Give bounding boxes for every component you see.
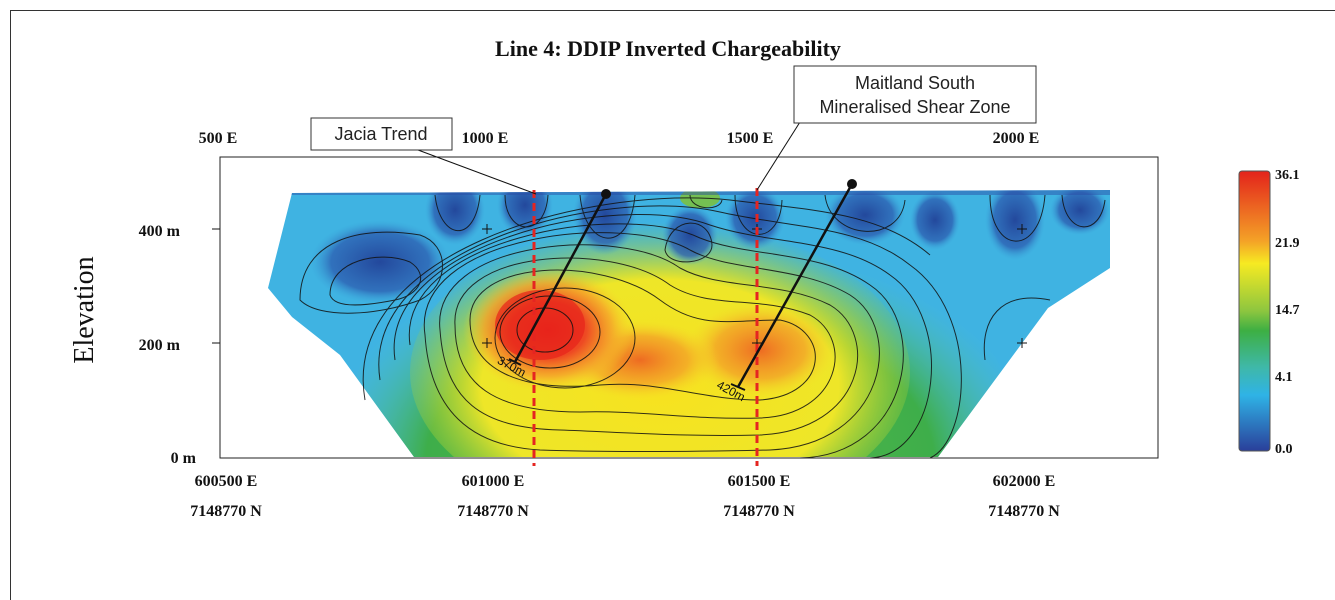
x-top-tick: 1500 E — [727, 130, 774, 147]
y-ticks: 400 m 200 m 0 m — [139, 223, 220, 467]
x-bottom-tick-e: 602000 E — [993, 473, 1056, 490]
chart-title: Line 4: DDIP Inverted Chargeability — [495, 36, 841, 61]
x-top-tick: 2000 E — [993, 130, 1040, 147]
x-bottom-tick-n: 7148770 N — [988, 503, 1060, 520]
colorbar-label: 0.0 — [1275, 442, 1293, 457]
figure-frame — [10, 10, 1335, 600]
colorbar-gradient — [1238, 170, 1271, 452]
plot-frame — [219, 156, 1159, 459]
x-bottom-tick-n: 7148770 N — [190, 503, 262, 520]
x-top-ticks: 500 E 1000 E 1500 E 2000 E — [199, 130, 1040, 147]
chargeability-heatmap — [268, 190, 1110, 457]
x-bottom-tick-e: 600500 E — [195, 473, 258, 490]
x-bottom-tick-e: 601500 E — [728, 473, 791, 490]
contour-lines — [299, 194, 1106, 459]
jacia-trend-callout: Jacia Trend — [310, 117, 453, 151]
x-bottom-tick-e: 601000 E — [462, 473, 525, 490]
jacia-trend-label: Jacia Trend — [334, 124, 427, 144]
y-tick: 400 m — [139, 223, 181, 240]
y-tick: 200 m — [139, 337, 181, 354]
y-tick: 0 m — [171, 450, 197, 467]
colorbar-label: 14.7 — [1275, 303, 1300, 318]
x-top-tick: 500 E — [199, 130, 238, 147]
x-top-tick: 1000 E — [462, 130, 509, 147]
x-bottom-tick-n: 7148770 N — [457, 503, 529, 520]
colorbar-label: 4.1 — [1275, 370, 1293, 385]
shear-zone-leader — [756, 121, 801, 191]
shear-zone-label-line1: Maitland South — [855, 73, 975, 93]
shear-zone-callout: Maitland South Mineralised Shear Zone — [793, 65, 1037, 124]
x-bottom-tick-n: 7148770 N — [723, 503, 795, 520]
colorbar-label: 36.1 — [1275, 168, 1300, 183]
colorbar: 36.1 21.9 14.7 4.1 0.0 — [1238, 168, 1300, 457]
colorbar-label: 21.9 — [1275, 236, 1300, 251]
shear-zone-label-line2: Mineralised Shear Zone — [819, 97, 1010, 117]
y-axis-label: Elevation — [69, 256, 100, 363]
x-bottom-ticks: 600500 E 7148770 N 601000 E 7148770 N 60… — [190, 473, 1060, 520]
jacia-trend-leader — [409, 146, 537, 195]
